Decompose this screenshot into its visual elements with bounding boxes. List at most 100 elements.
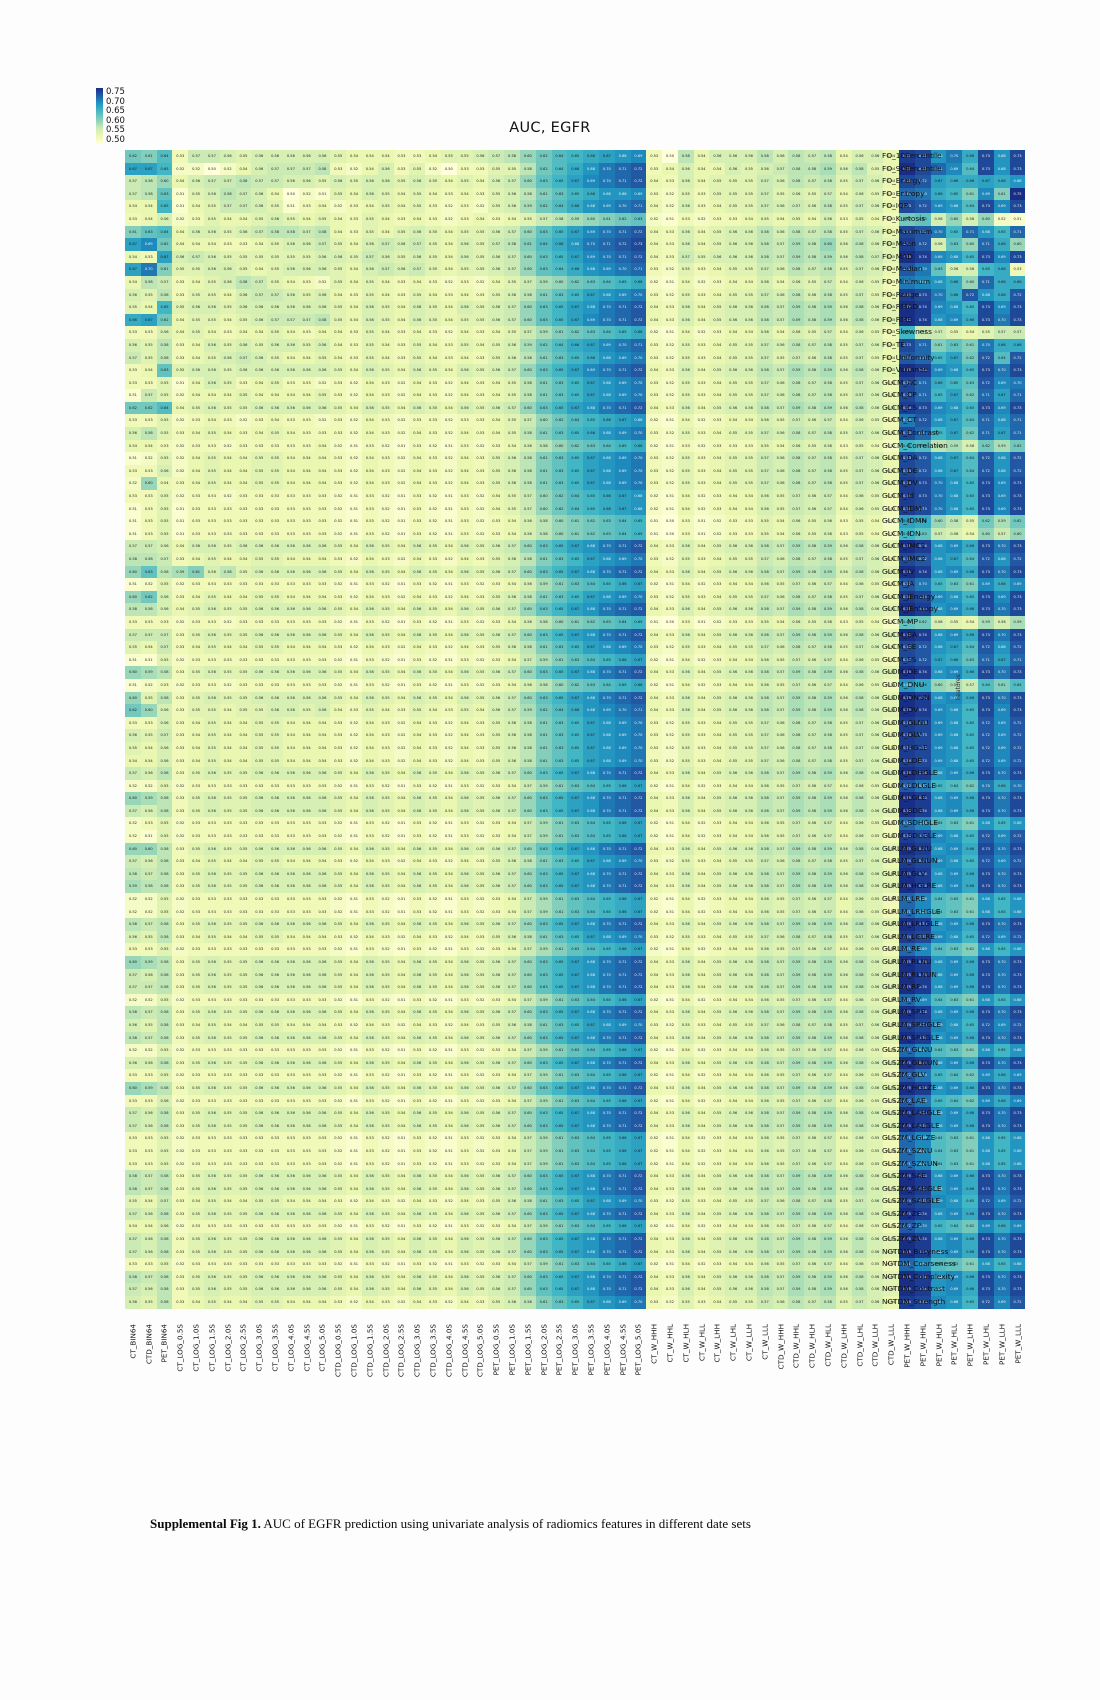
- heatmap-cell: 0.53: [662, 767, 678, 780]
- heatmap-cell: 0.54: [298, 553, 315, 566]
- heatmap-cell: 0.57: [788, 779, 805, 793]
- heatmap-cell: 0.72: [914, 641, 931, 654]
- heatmap-cell: 0.72: [978, 376, 994, 390]
- heatmap-cell: 0.54: [346, 1207, 362, 1221]
- heatmap-cell: 0.54: [235, 553, 252, 566]
- heatmap-cell: 0.74: [899, 502, 915, 516]
- heatmap-cell: 0.54: [361, 477, 378, 491]
- heatmap-cell: 0.59: [820, 867, 836, 881]
- heatmap-cell: 0.57: [820, 490, 836, 503]
- heatmap-cell: 0.63: [156, 364, 173, 377]
- heatmap-cell: 0.55: [203, 716, 220, 730]
- heatmap-cell: 0.70: [993, 1031, 1010, 1045]
- heatmap-cell: 0.56: [377, 162, 394, 176]
- heatmap-cell: 0.53: [140, 1144, 157, 1158]
- heatmap-cell: 0.54: [346, 767, 362, 780]
- heatmap-cell: 0.55: [330, 1170, 347, 1183]
- heatmap-cell: 0.55: [330, 1056, 347, 1070]
- heatmap-cell: 0.67: [567, 792, 584, 805]
- heatmap-cell: 0.52: [172, 993, 189, 1007]
- heatmap-cell: 0.51: [393, 905, 410, 919]
- heatmap-cell: 0.72: [978, 741, 994, 755]
- heatmap-cell: 0.53: [472, 477, 489, 491]
- heatmap-cell: 0.51: [646, 527, 663, 541]
- heatmap-cell: 0.53: [662, 401, 678, 415]
- heatmap-cell: 0.70: [993, 968, 1010, 982]
- heatmap-cell: 0.57: [504, 1006, 520, 1019]
- heatmap-cell: 0.53: [488, 779, 505, 793]
- heatmap-cell: 0.58: [519, 855, 536, 868]
- heatmap-cell: 0.69: [946, 1031, 963, 1045]
- heatmap-cell: 0.55: [677, 477, 694, 491]
- heatmap-cell: 0.54: [235, 930, 252, 944]
- heatmap-cell: 0.70: [598, 364, 615, 377]
- heatmap-cell: 0.69: [993, 502, 1010, 516]
- heatmap-cell: 0.55: [361, 351, 378, 365]
- heatmap-cell: 0.57: [772, 162, 789, 176]
- heatmap-cell: 0.55: [883, 1182, 900, 1196]
- heatmap-cell: 0.54: [709, 590, 726, 604]
- heatmap-cell: 0.54: [835, 490, 852, 503]
- heatmap-cell: 0.69: [614, 855, 631, 868]
- heatmap-cell: 0.57: [804, 1018, 821, 1032]
- heatmap-cell: 0.57: [140, 981, 157, 994]
- heatmap-cell: 0.60: [1009, 238, 1026, 251]
- heatmap-cell: 0.56: [361, 313, 378, 327]
- heatmap-cell: 0.59: [820, 1081, 836, 1095]
- heatmap-cell: 0.71: [614, 401, 631, 415]
- heatmap-cell: 0.74: [914, 628, 931, 642]
- heatmap-cell: 0.63: [930, 263, 947, 276]
- heatmap-cell: 0.53: [662, 1081, 678, 1095]
- heatmap-cell: 0.55: [251, 1018, 268, 1032]
- heatmap-cell: 0.56: [504, 338, 520, 352]
- heatmap-cell: 0.68: [946, 754, 963, 768]
- heatmap-cell: 0.54: [282, 452, 299, 465]
- heatmap-cell: 0.72: [630, 364, 647, 377]
- heatmap-cell: 0.53: [314, 1144, 331, 1158]
- heatmap-cell: 0.69: [914, 943, 931, 956]
- heatmap-row: 0.60 0.60 0.58 0.53 0.55 0.56 0.55 0.55 0.56 0.56…: [125, 842, 1026, 856]
- heatmap-cell: 0.56: [267, 1107, 283, 1120]
- heatmap-cell: 0.56: [725, 1182, 742, 1196]
- heatmap-cell: 0.65: [551, 364, 568, 377]
- heatmap-cell: 0.64: [551, 338, 568, 352]
- heatmap-cell: 0.52: [993, 212, 1010, 226]
- heatmap-cell: 0.66: [614, 993, 631, 1007]
- heatmap-cell: 0.54: [314, 729, 331, 742]
- heatmap-cell: 0.52: [425, 1132, 441, 1145]
- heatmap-cell: 0.57: [125, 804, 141, 818]
- heatmap-cell: 0.52: [646, 578, 663, 591]
- heatmap-cell: 0.69: [583, 313, 599, 327]
- heatmap-cell: 0.54: [725, 414, 742, 428]
- heatmap-cell: 0.53: [393, 150, 410, 163]
- heatmap-cell: 0.54: [393, 565, 410, 579]
- heatmap-cell: 0.57: [140, 1031, 157, 1045]
- heatmap-cell: 0.57: [820, 414, 836, 428]
- heatmap-cell: 0.53: [883, 1157, 900, 1171]
- heatmap-cell: 0.56: [804, 200, 821, 213]
- heatmap-cell: 0.61: [535, 477, 552, 491]
- heatmap-cell: 0.51: [440, 943, 457, 956]
- heatmap-cell: 0.58: [804, 666, 821, 679]
- heatmap-cell: 0.57: [519, 1144, 536, 1158]
- heatmap-cell: 0.59: [788, 628, 805, 642]
- heatmap-cell: 0.55: [677, 427, 694, 440]
- heatmap-cell: 0.56: [456, 1119, 473, 1133]
- heatmap-cell: 0.55: [156, 389, 173, 402]
- heatmap-cell: 0.55: [156, 452, 173, 465]
- heatmap-cell: 0.75: [899, 250, 915, 264]
- heatmap-cell: 0.53: [361, 893, 378, 906]
- heatmap-cell: 0.54: [440, 956, 457, 969]
- heatmap-cell: 0.55: [409, 288, 426, 302]
- heatmap-cell: 0.63: [946, 817, 963, 831]
- heatmap-cell: 0.53: [409, 1094, 426, 1108]
- heatmap-cell: 0.55: [677, 452, 694, 465]
- heatmap-cell: 0.56: [851, 779, 868, 793]
- heatmap-cell: 0.58: [851, 691, 868, 705]
- heatmap-cell: 0.54: [314, 754, 331, 768]
- heatmap-cell: 0.53: [361, 502, 378, 516]
- heatmap-cell: 0.73: [914, 162, 931, 176]
- heatmap-cell: 0.53: [677, 615, 694, 629]
- heatmap-cell: 0.69: [946, 1207, 963, 1221]
- heatmap-cell: 0.56: [725, 1170, 742, 1183]
